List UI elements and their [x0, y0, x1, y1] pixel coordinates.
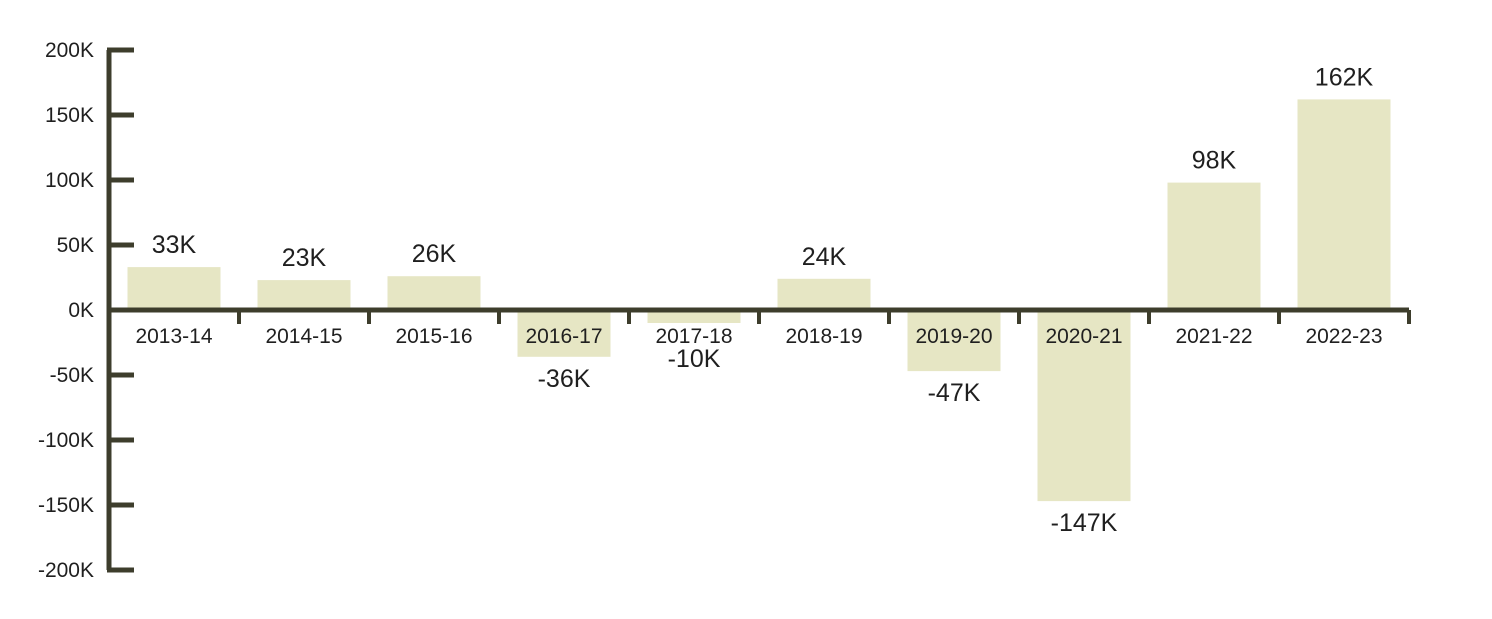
bar-2018-19 — [777, 278, 871, 310]
x-tick-label: 2013-14 — [135, 325, 212, 348]
axes-group — [106, 47, 1411, 573]
x-tick-labels: 2013-14 2014-15 2015-16 2016-17 2017-18 2018-… — [135, 325, 1382, 348]
data-label: 98K — [1192, 147, 1237, 175]
bar-2020-21 — [1037, 310, 1131, 502]
y-tick-label: -50K — [50, 364, 94, 387]
data-label: 33K — [152, 231, 197, 259]
bar-2014-15 — [257, 280, 351, 310]
data-label: 23K — [282, 244, 327, 272]
bar-2022-23 — [1297, 99, 1391, 311]
x-tick-label: 2021-22 — [1175, 325, 1252, 348]
bar-2013-14 — [127, 267, 221, 310]
data-label: -10K — [668, 345, 721, 373]
bar-2015-16 — [387, 276, 481, 310]
data-label: 24K — [802, 243, 847, 271]
data-label: 26K — [412, 240, 457, 268]
bar-2017-18 — [647, 310, 741, 323]
x-tick-label: 2020-21 — [1045, 325, 1122, 348]
y-tick-labels: 200K 150K 100K 50K 0K -50K -100K -150K -200K — [38, 39, 94, 582]
y-tick-label: 100K — [45, 169, 94, 192]
bar-2019-20 — [907, 310, 1001, 372]
y-tick-label: 200K — [45, 39, 94, 62]
y-tick-label: -100K — [38, 429, 94, 452]
y-tick-label: 0K — [68, 299, 94, 322]
bar-2021-22 — [1167, 182, 1261, 310]
bar-2016-17 — [517, 310, 611, 357]
x-tick-label: 2014-15 — [265, 325, 342, 348]
x-tick-label: 2016-17 — [525, 325, 602, 348]
data-labels: 33K 23K 26K -36K -10K 24K -47K -147K 98K 162K — [152, 63, 1374, 537]
y-tick-label: -150K — [38, 494, 94, 517]
y-tick-label: -200K — [38, 559, 94, 582]
data-label: -36K — [538, 365, 591, 393]
bars-group — [127, 99, 1391, 502]
x-tick-label: 2015-16 — [395, 325, 472, 348]
x-tick-label: 2017-18 — [655, 325, 732, 348]
data-label: 162K — [1315, 63, 1374, 91]
data-label: -47K — [928, 379, 981, 407]
y-tick-label: 150K — [45, 104, 94, 127]
y-tick-label: 50K — [57, 234, 94, 257]
x-tick-label: 2022-23 — [1305, 325, 1382, 348]
x-tick-label: 2019-20 — [915, 325, 992, 348]
x-tick-label: 2018-19 — [785, 325, 862, 348]
data-label: -147K — [1051, 509, 1118, 537]
